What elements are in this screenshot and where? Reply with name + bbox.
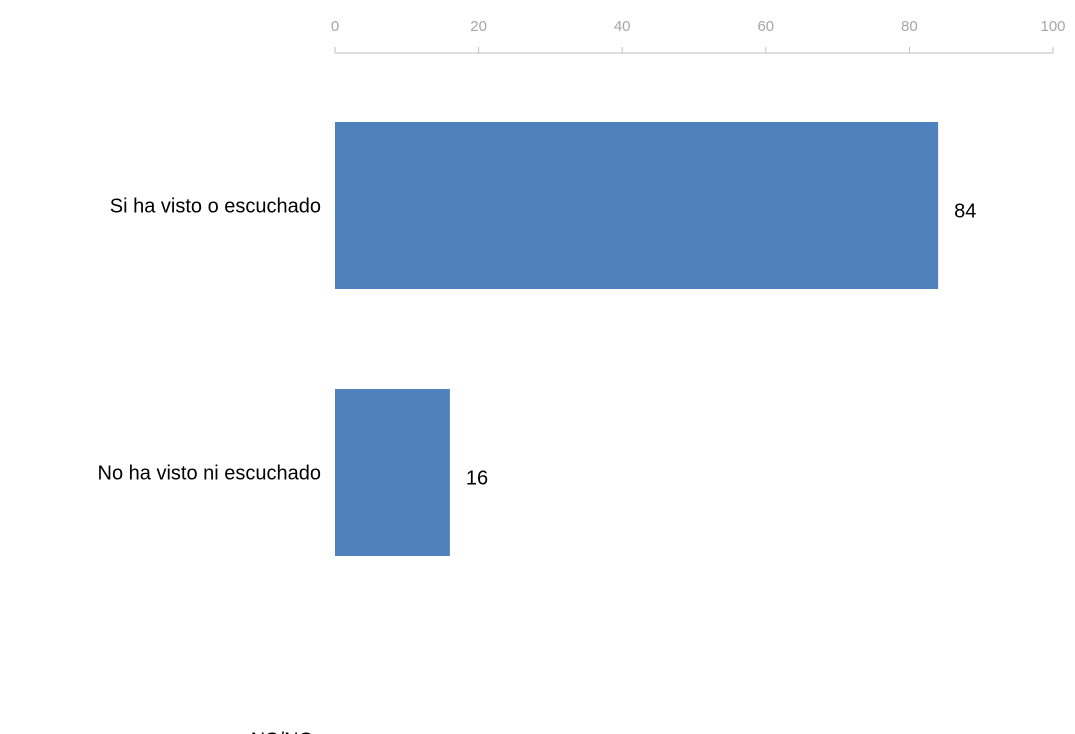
x-tick-label: 40	[614, 18, 631, 35]
x-tick-label: 60	[757, 18, 774, 35]
x-tick-label: 80	[901, 18, 918, 35]
bar	[335, 389, 450, 556]
bars	[335, 122, 939, 556]
category-label: NS/NC	[251, 730, 313, 734]
x-tick-label: 100	[1040, 18, 1065, 35]
data-label: 16	[466, 468, 488, 490]
category-label: Si ha visto o escuchado	[110, 196, 321, 218]
data-label: 84	[954, 201, 976, 223]
category-labels: Si ha visto o escuchado No ha visto ni es…	[98, 196, 321, 734]
x-tick-label: 0	[331, 18, 339, 35]
category-label: No ha visto ni escuchado	[98, 463, 321, 485]
x-tick-label: 20	[470, 18, 487, 35]
x-axis-ticks: 0 20 40 60 80 100	[331, 18, 1066, 53]
bar	[335, 122, 939, 289]
data-labels: 84160	[466, 201, 976, 490]
